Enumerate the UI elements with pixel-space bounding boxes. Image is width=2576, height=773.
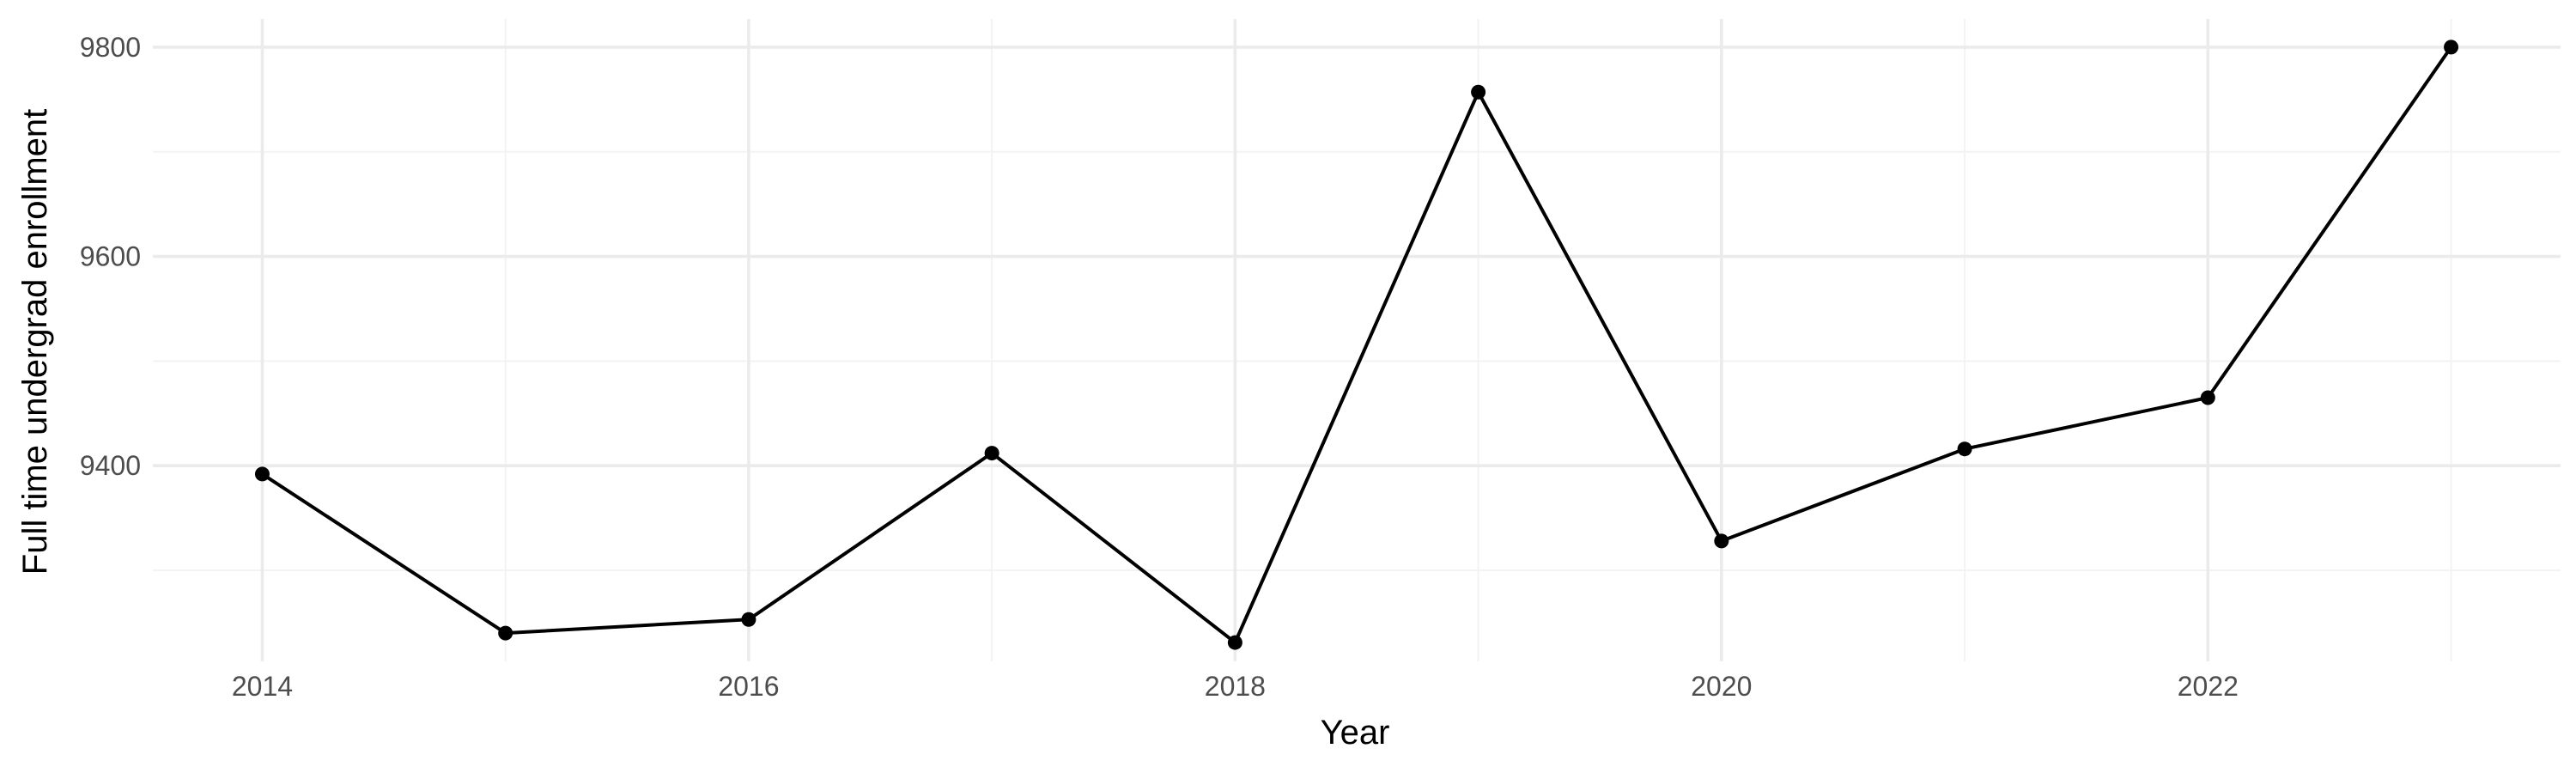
data-point: [498, 625, 513, 641]
y-axis-title: Full time undergrad enrollment: [16, 109, 54, 575]
data-point: [2444, 40, 2459, 55]
x-tick-label: 2022: [2178, 671, 2239, 702]
x-tick-label: 2014: [232, 671, 293, 702]
x-tick-label: 2020: [1691, 671, 1752, 702]
data-point: [1714, 533, 1729, 549]
grid-lines: [153, 19, 2561, 661]
data-point: [1471, 84, 1486, 100]
y-tick-label: 9800: [80, 32, 141, 63]
series: [254, 40, 2459, 650]
x-axis-title: Year: [1321, 714, 1390, 752]
data-point: [2200, 390, 2215, 405]
series-line: [261, 46, 2453, 645]
data-point: [1227, 635, 1242, 650]
tick-labels: 9400 9600 9800 2014 2016 2018 2020 2022: [80, 32, 2239, 702]
y-tick-label: 9600: [80, 241, 141, 272]
x-tick-label: 2018: [1205, 671, 1266, 702]
data-point: [984, 446, 999, 461]
x-tick-label: 2016: [718, 671, 779, 702]
data-point: [1957, 441, 1972, 457]
data-point: [741, 612, 756, 627]
y-tick-label: 9400: [80, 450, 141, 481]
data-point: [254, 466, 270, 482]
